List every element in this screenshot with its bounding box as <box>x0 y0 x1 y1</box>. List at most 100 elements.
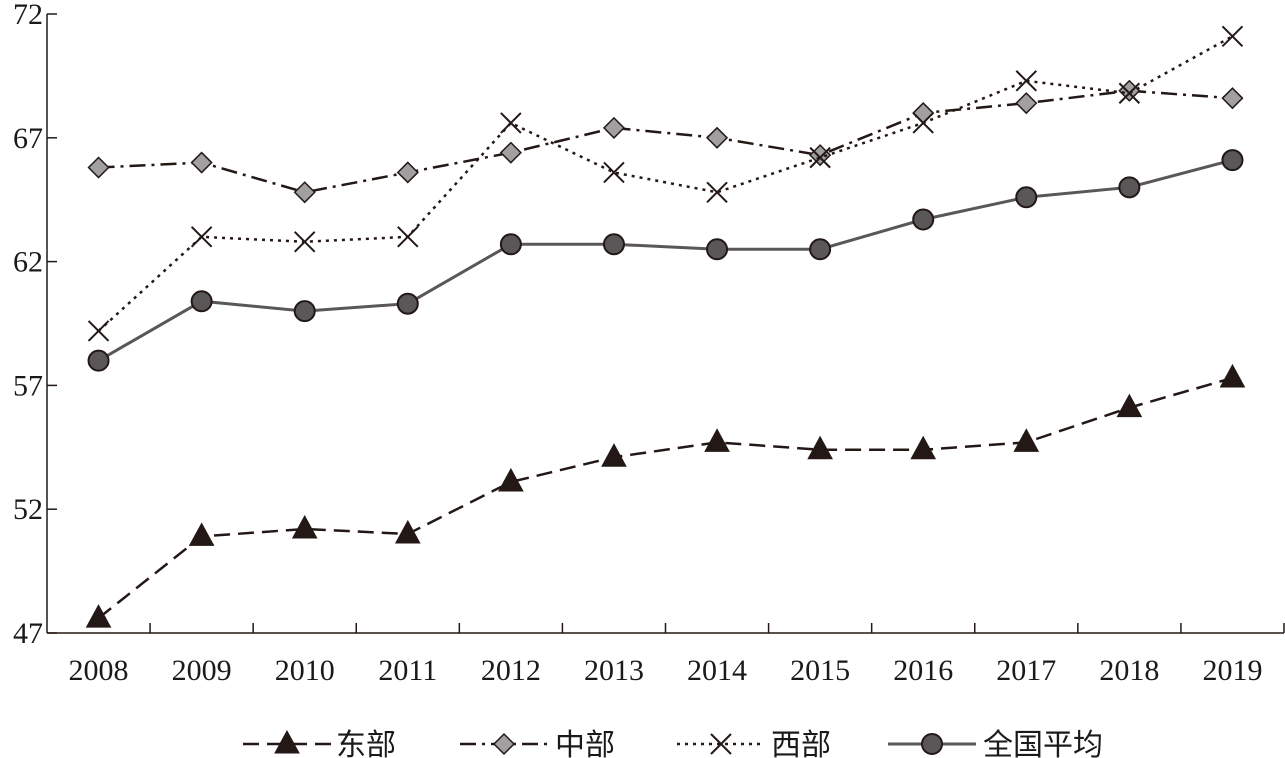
data-point <box>912 208 935 231</box>
data-point <box>1015 186 1038 209</box>
data-point <box>1221 149 1244 172</box>
x-marker-stroke <box>912 112 934 134</box>
data-point <box>397 226 419 248</box>
data-point <box>705 126 729 149</box>
series-line <box>98 89 1233 194</box>
data-point <box>85 604 112 628</box>
data-point <box>910 435 937 460</box>
x-marker-stroke <box>1221 25 1244 47</box>
legend-marker <box>921 733 943 755</box>
legend-item-2: 西部 <box>677 728 831 758</box>
series-layer <box>85 25 1246 628</box>
data-point <box>87 320 110 342</box>
legend-item-0: 东部 <box>243 728 396 758</box>
data-point <box>190 226 213 248</box>
legend-marker <box>274 729 300 754</box>
data-point <box>704 428 730 452</box>
x-marker-stroke <box>710 733 732 755</box>
data-point <box>1013 428 1040 452</box>
y-tick-label: 52 <box>13 493 43 526</box>
data-point <box>1219 363 1246 388</box>
x-tick-label: 2011 <box>378 654 437 687</box>
data-point <box>912 112 934 134</box>
x-marker-stroke <box>397 226 419 248</box>
x-marker-stroke <box>603 161 625 184</box>
data-point <box>188 522 215 546</box>
data-point <box>293 300 316 323</box>
series-line <box>97 35 1234 332</box>
data-point <box>499 233 522 256</box>
legend-item-1: 中部 <box>460 728 615 758</box>
y-tick-label: 67 <box>13 122 43 155</box>
x-tick-label: 2019 <box>1202 654 1262 687</box>
series-1 <box>87 79 1244 204</box>
data-point <box>809 146 831 169</box>
data-point <box>807 435 833 460</box>
x-marker-stroke <box>190 226 213 248</box>
data-point <box>706 238 729 261</box>
y-tick-label: 62 <box>13 246 43 279</box>
data-point <box>87 156 110 179</box>
legend-label: 中部 <box>555 728 615 758</box>
data-point <box>394 519 421 544</box>
x-tick-label: 2014 <box>687 654 747 687</box>
data-point <box>809 238 832 261</box>
legend: 东部 中部 西部 全国平均 <box>243 728 1103 758</box>
data-point <box>601 443 627 467</box>
x-marker-stroke <box>706 181 728 203</box>
series-3 <box>87 149 1244 372</box>
data-point <box>396 292 419 315</box>
data-point <box>294 231 316 253</box>
data-point <box>809 144 832 167</box>
x-marker-stroke <box>1015 70 1037 92</box>
data-point <box>1118 79 1141 102</box>
legend-item-3: 全国平均 <box>888 728 1103 758</box>
legend-label: 全国平均 <box>983 728 1103 758</box>
data-point <box>603 161 625 184</box>
data-point <box>706 181 728 203</box>
data-point <box>1015 92 1038 115</box>
legend-label: 东部 <box>336 728 396 758</box>
data-point <box>396 161 419 184</box>
x-tick-label: 2009 <box>172 654 232 687</box>
x-tick-label: 2015 <box>790 654 850 687</box>
x-tick-label: 2008 <box>69 654 129 687</box>
y-tick-label: 72 <box>13 0 43 31</box>
data-point <box>190 151 213 174</box>
series-line <box>97 158 1233 362</box>
y-tick-label: 57 <box>13 369 43 402</box>
data-point <box>1118 82 1141 104</box>
y-tick-label: 47 <box>13 617 43 650</box>
x-tick-label: 2010 <box>275 654 335 687</box>
x-tick-label: 2016 <box>893 654 953 687</box>
data-point <box>87 349 110 372</box>
data-point <box>499 141 522 164</box>
data-point <box>500 112 522 134</box>
series-0 <box>85 363 1246 628</box>
data-point <box>1221 87 1244 110</box>
legend-marker <box>710 733 732 755</box>
data-point <box>190 290 213 313</box>
axes: 47 52 57 62 67 72 2008 2009 2010 2011 2012 2013 2014… <box>13 0 1285 687</box>
series-2 <box>87 25 1244 342</box>
x-tick-label: 2013 <box>584 654 644 687</box>
x-tick-label: 2018 <box>1099 654 1159 687</box>
data-point <box>291 514 318 539</box>
x-marker-stroke <box>500 112 522 134</box>
x-marker-stroke <box>87 320 110 342</box>
data-point <box>1221 25 1244 47</box>
data-point <box>602 116 626 139</box>
legend-marker <box>492 732 516 756</box>
x-marker-stroke <box>294 231 316 253</box>
data-point <box>602 233 625 256</box>
x-marker-stroke <box>809 146 831 169</box>
data-point <box>1116 393 1143 418</box>
series-line <box>97 376 1233 620</box>
data-point <box>1015 70 1037 92</box>
legend-label: 西部 <box>771 728 831 758</box>
x-marker-stroke <box>1118 82 1141 104</box>
x-tick-label: 2017 <box>996 654 1056 687</box>
data-point <box>498 467 524 492</box>
data-point <box>1118 176 1141 199</box>
